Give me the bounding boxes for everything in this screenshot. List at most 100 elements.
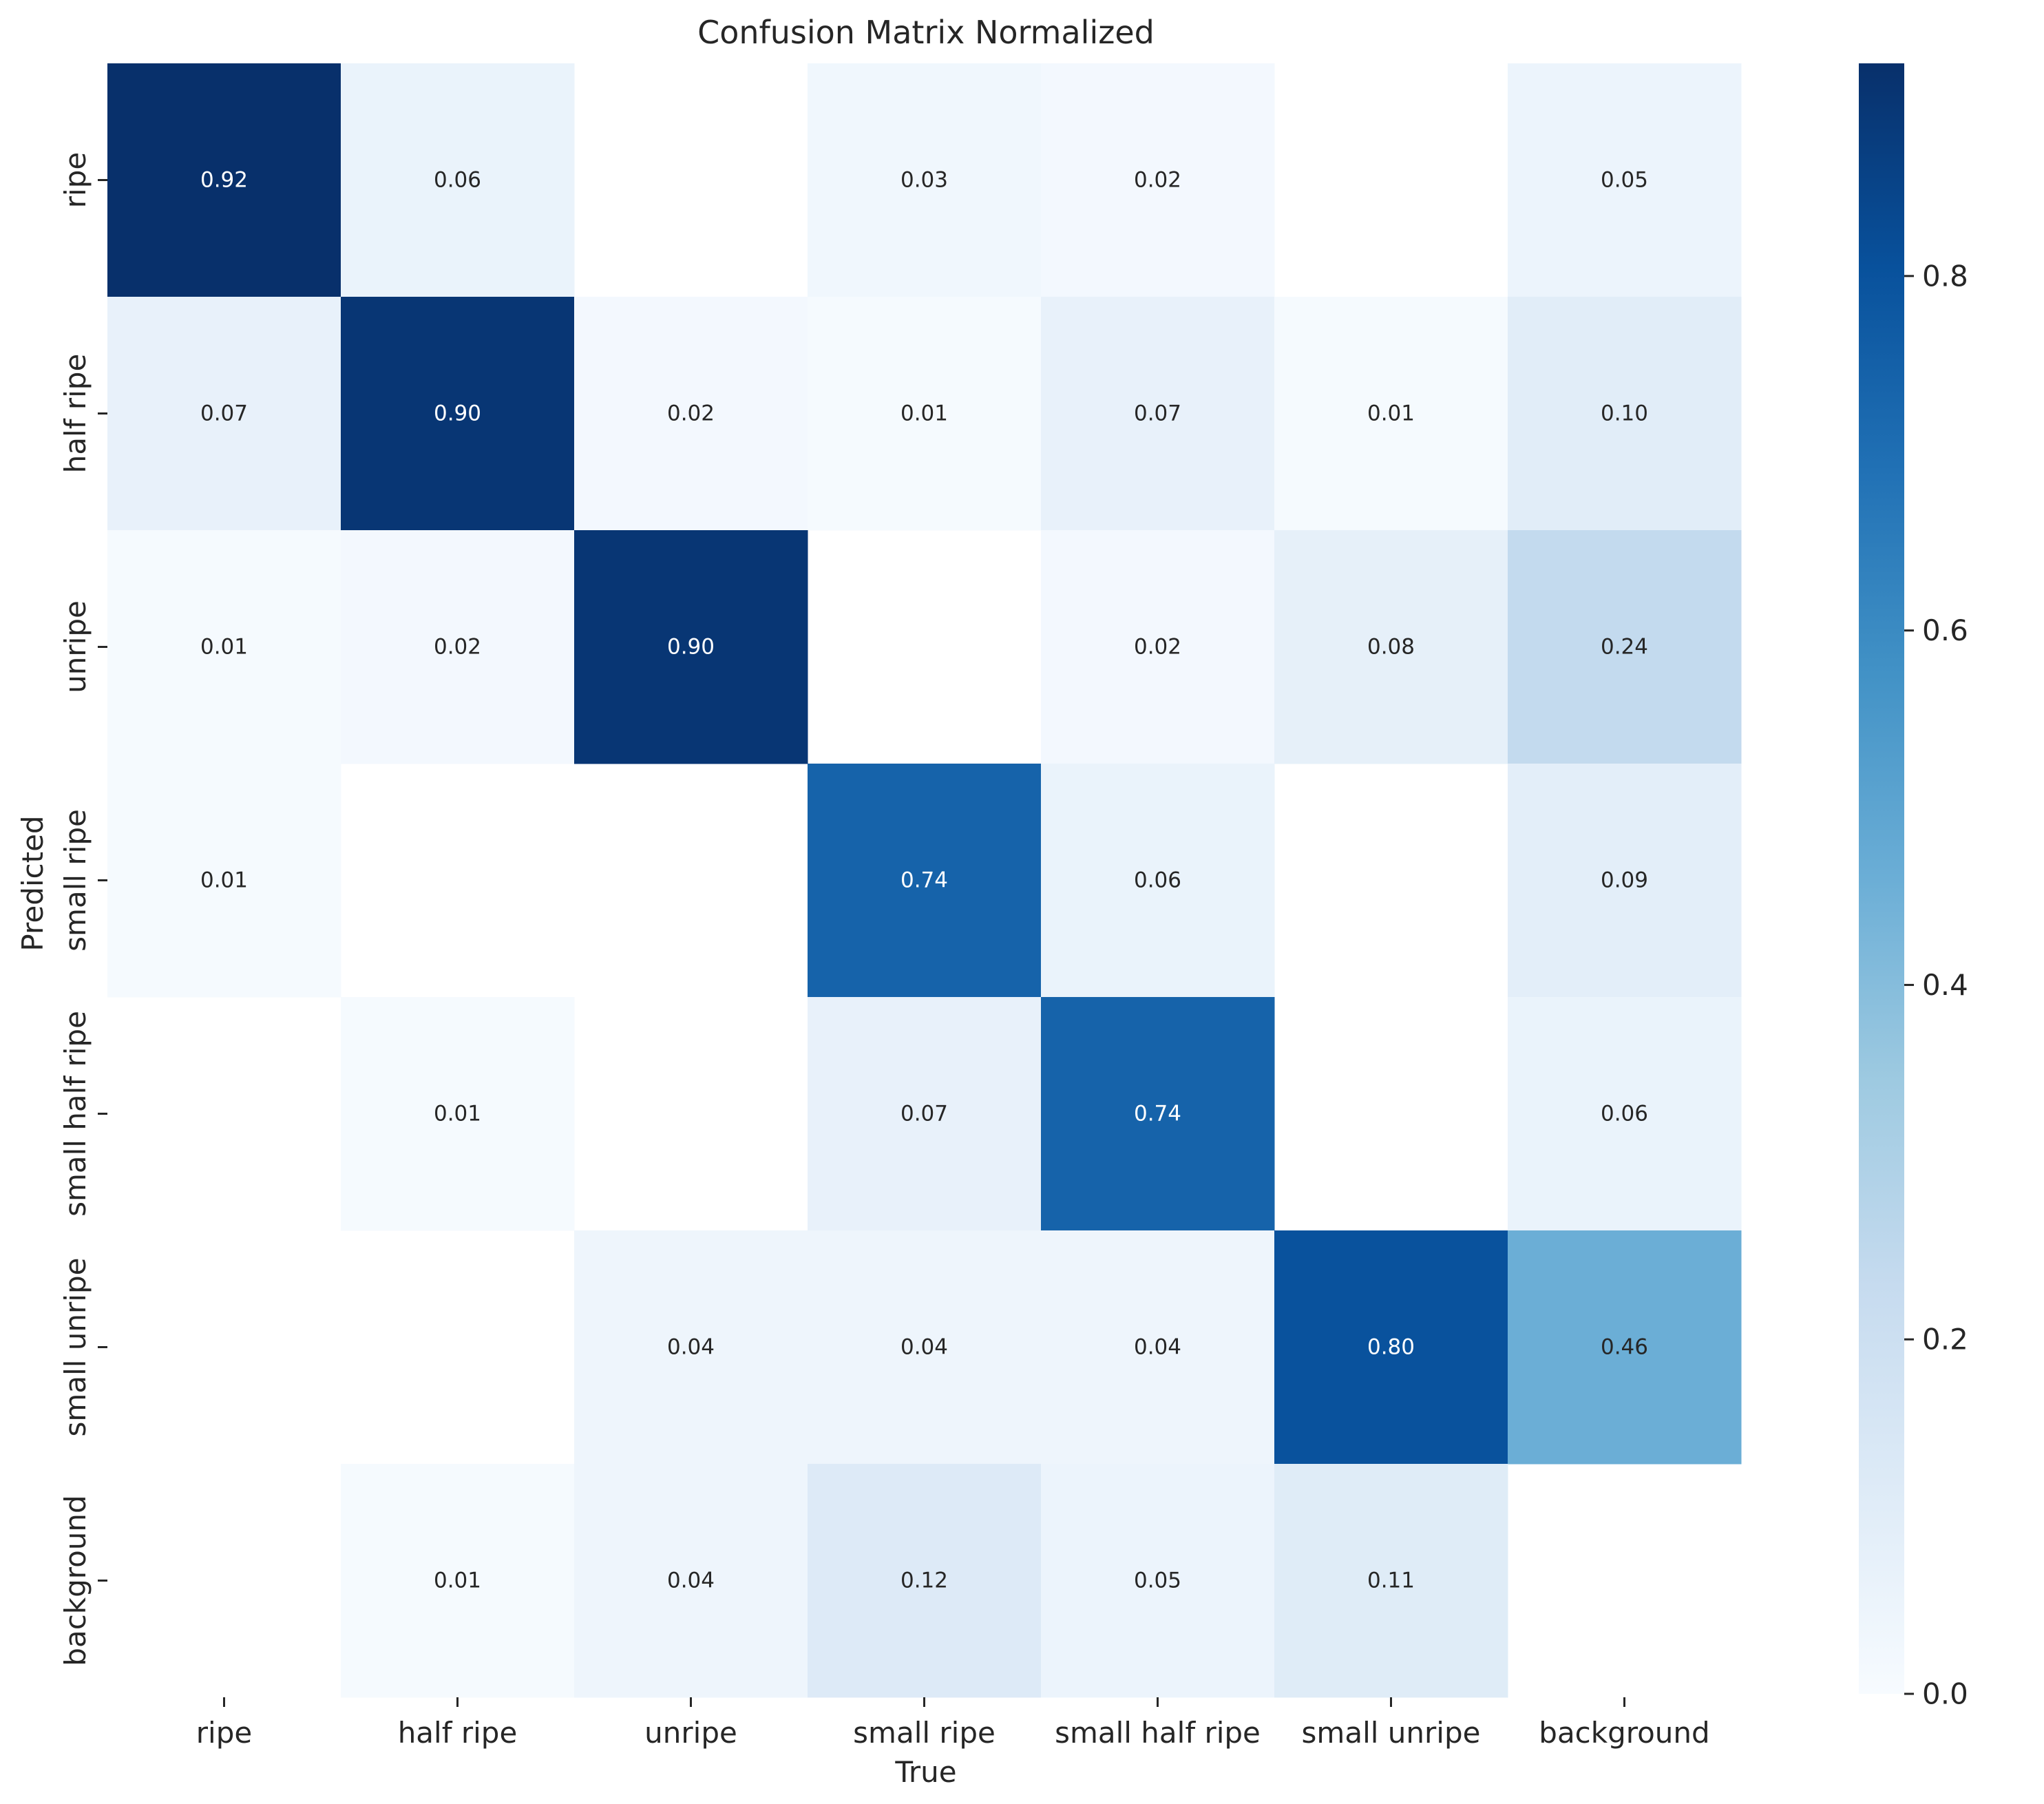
heatmap-cell-r6-c1: [341, 1464, 575, 1698]
x-tick-label: small half ripe: [1055, 1716, 1261, 1750]
heatmap-cell-r5-c3: [808, 1230, 1042, 1465]
cell-value-r1-c5: 0.01: [1367, 401, 1415, 426]
chart-title: Confusion Matrix Normalized: [697, 14, 1155, 51]
cell-value-r4-c3: 0.07: [900, 1102, 948, 1126]
heatmap-cells: [107, 63, 1742, 1698]
colorbar-tick-label: 0.8: [1922, 259, 1968, 293]
cell-value-r2-c2: 0.90: [667, 635, 715, 660]
heatmap-cell-r1-c5: [1274, 297, 1508, 531]
heatmap-cell-r1-c3: [808, 297, 1042, 531]
colorbar-tick-label: 0.0: [1922, 1677, 1968, 1711]
heatmap-cell-r5-c6: [1508, 1230, 1742, 1465]
heatmap-cell-r3-c4: [1041, 764, 1275, 998]
heatmap-cell-r1-c4: [1041, 297, 1275, 531]
cell-value-r6-c4: 0.05: [1134, 1569, 1181, 1593]
x-tick-label: half ripe: [398, 1716, 518, 1750]
cell-value-r6-c3: 0.12: [900, 1569, 948, 1593]
heatmap-cell-r1-c6: [1508, 297, 1742, 531]
heatmap-cell-r5-c5: [1274, 1230, 1508, 1465]
heatmap-cell-r2-c6: [1508, 530, 1742, 764]
heatmap-cell-r2-c2: [574, 530, 808, 764]
heatmap-cell-r0-c0: [107, 63, 341, 297]
y-tick-label: small unripe: [59, 1258, 92, 1437]
cell-value-r3-c3: 0.74: [900, 868, 948, 893]
y-axis-label: Predicted: [16, 815, 50, 951]
cell-value-r4-c1: 0.01: [434, 1102, 481, 1126]
heatmap-cell-r1-c0: [107, 297, 341, 531]
cell-value-r3-c6: 0.09: [1601, 868, 1648, 893]
cell-value-r3-c0: 0.01: [200, 868, 248, 893]
y-tick-label: unripe: [59, 600, 92, 693]
cell-value-r4-c4: 0.74: [1134, 1102, 1181, 1126]
cell-value-r5-c5: 0.80: [1367, 1335, 1415, 1360]
y-tick-label: half ripe: [59, 354, 92, 474]
y-tick-label: ripe: [59, 152, 92, 208]
heatmap-cell-r5-c4: [1041, 1230, 1275, 1465]
x-tick-label: small unripe: [1302, 1716, 1481, 1750]
heatmap-cell-r2-c5: [1274, 530, 1508, 764]
heatmap-cell-r0-c6: [1508, 63, 1742, 297]
cell-value-r0-c6: 0.05: [1601, 168, 1648, 193]
cell-value-r4-c6: 0.06: [1601, 1102, 1648, 1126]
cell-value-r2-c1: 0.02: [434, 635, 481, 660]
x-axis-ticks: ripe half ripe unripe small ripe small half …: [196, 1697, 1710, 1750]
x-tick-label: unripe: [644, 1716, 737, 1750]
heatmap-cell-r4-c3: [808, 997, 1042, 1231]
heatmap-cell-r2-c4: [1041, 530, 1275, 764]
heatmap-cell-r6-c5: [1274, 1464, 1508, 1698]
cell-value-r1-c2: 0.02: [667, 401, 715, 426]
cell-value-r6-c2: 0.04: [667, 1569, 715, 1593]
cell-value-r5-c4: 0.04: [1134, 1335, 1181, 1360]
y-axis-ticks: ripe half ripe unripe small ripe small half …: [59, 152, 107, 1666]
cell-value-r1-c0: 0.07: [200, 401, 248, 426]
heatmap-cell-r1-c1: [341, 297, 575, 531]
colorbar: 0.0 0.2 0.4 0.6 0.8: [1859, 63, 1968, 1711]
cell-value-r0-c0: 0.92: [200, 168, 248, 193]
heatmap-cell-r6-c2: [574, 1464, 808, 1698]
colorbar-tick-label: 0.4: [1922, 968, 1968, 1002]
cell-value-r1-c6: 0.10: [1601, 401, 1648, 426]
heatmap-cell-r3-c3: [808, 764, 1042, 998]
colorbar-gradient: [1859, 63, 1904, 1694]
cell-value-r3-c4: 0.06: [1134, 868, 1181, 893]
y-tick-label: background: [59, 1495, 92, 1666]
y-tick-label: small half ripe: [59, 1011, 92, 1217]
cell-value-r6-c1: 0.01: [434, 1569, 481, 1593]
heatmap-cell-labels: 0.92 0.06 0.03 0.02 0.05 0.07 0.90 0.02 0.01 0.07…: [200, 168, 1648, 1593]
cell-value-r1-c4: 0.07: [1134, 401, 1181, 426]
cell-value-r2-c5: 0.08: [1367, 635, 1415, 660]
cell-value-r6-c5: 0.11: [1367, 1569, 1415, 1593]
cell-value-r2-c6: 0.24: [1601, 635, 1648, 660]
y-tick-label: small ripe: [59, 809, 92, 952]
x-tick-label: ripe: [196, 1716, 252, 1750]
heatmap-cell-r4-c4: [1041, 997, 1275, 1231]
cell-value-r2-c4: 0.02: [1134, 635, 1181, 660]
heatmap-cell-r4-c1: [341, 997, 575, 1231]
heatmap-cell-r2-c0: [107, 530, 341, 764]
cell-value-r1-c1: 0.90: [434, 401, 481, 426]
heatmap-cell-r3-c0: [107, 764, 341, 998]
cell-value-r1-c3: 0.01: [900, 401, 948, 426]
heatmap-cell-r5-c2: [574, 1230, 808, 1465]
cell-value-r5-c2: 0.04: [667, 1335, 715, 1360]
colorbar-tick-label: 0.6: [1922, 613, 1968, 647]
cell-value-r5-c3: 0.04: [900, 1335, 948, 1360]
cell-value-r0-c1: 0.06: [434, 168, 481, 193]
heatmap-cell-r1-c2: [574, 297, 808, 531]
cell-value-r0-c3: 0.03: [900, 168, 948, 193]
heatmap-cell-r6-c4: [1041, 1464, 1275, 1698]
heatmap-cell-r0-c1: [341, 63, 575, 297]
x-axis-label: True: [894, 1755, 956, 1789]
heatmap-cell-r4-c6: [1508, 997, 1742, 1231]
x-tick-label: background: [1539, 1716, 1709, 1750]
heatmap-cell-r0-c3: [808, 63, 1042, 297]
cell-value-r0-c4: 0.02: [1134, 168, 1181, 193]
cell-value-r2-c0: 0.01: [200, 635, 248, 660]
colorbar-tick-label: 0.2: [1922, 1323, 1968, 1356]
heatmap-cell-r0-c4: [1041, 63, 1275, 297]
cell-value-r5-c6: 0.46: [1601, 1335, 1648, 1360]
heatmap-cell-r3-c6: [1508, 764, 1742, 998]
heatmap-cell-r6-c3: [808, 1464, 1042, 1698]
colorbar-ticks: 0.0 0.2 0.4 0.6 0.8: [1904, 259, 1968, 1711]
